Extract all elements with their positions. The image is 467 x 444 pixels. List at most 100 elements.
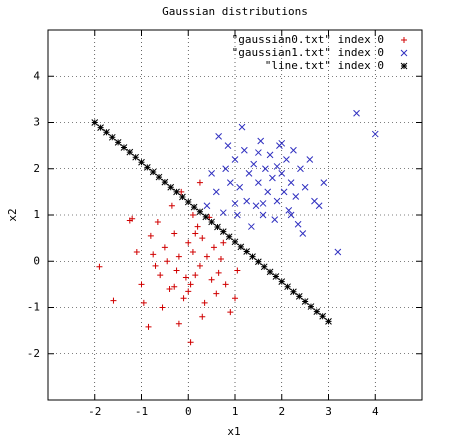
point <box>269 174 276 182</box>
point <box>231 156 239 163</box>
point <box>96 263 103 270</box>
point <box>208 170 215 177</box>
point <box>278 139 286 147</box>
point <box>255 149 262 156</box>
point <box>285 207 293 214</box>
point <box>266 268 274 276</box>
x-tick-label: 1 <box>232 405 239 418</box>
point <box>219 209 227 217</box>
point <box>248 223 255 230</box>
point <box>161 178 169 186</box>
point <box>259 211 267 219</box>
point <box>91 119 99 126</box>
point <box>227 309 234 316</box>
point <box>152 262 159 269</box>
point <box>103 128 110 136</box>
point <box>167 183 175 191</box>
point <box>175 320 182 327</box>
point <box>159 304 166 311</box>
point <box>252 202 260 210</box>
point <box>208 218 215 226</box>
y-tick-label: 0 <box>33 254 40 267</box>
point <box>213 290 220 297</box>
point <box>126 148 134 156</box>
point <box>290 146 297 154</box>
legend-label: "gaussian0.txt" index 0 <box>232 33 384 46</box>
point <box>138 158 145 166</box>
point <box>280 188 288 196</box>
point <box>301 298 309 305</box>
point <box>353 109 360 117</box>
point <box>240 146 248 154</box>
x-tick-label: 2 <box>278 405 285 418</box>
point <box>292 193 300 200</box>
point <box>203 253 210 260</box>
point <box>187 281 194 288</box>
point <box>283 156 290 163</box>
point <box>110 297 117 304</box>
point <box>175 253 182 260</box>
point <box>108 133 116 141</box>
point <box>187 339 194 346</box>
point <box>257 137 265 145</box>
point <box>199 235 206 242</box>
legend-marker <box>401 37 407 43</box>
point <box>147 232 154 239</box>
point <box>189 249 196 255</box>
point <box>157 272 164 279</box>
point <box>208 276 215 283</box>
point <box>182 274 189 281</box>
point <box>307 303 315 310</box>
x-axis-label: x1 <box>227 425 240 438</box>
y-tick-label: -2 <box>27 347 40 360</box>
point <box>224 142 232 149</box>
point <box>287 179 295 186</box>
point <box>262 165 269 173</box>
x-tick-label: 3 <box>325 405 332 418</box>
point <box>145 323 152 330</box>
point <box>194 223 201 230</box>
point <box>294 220 302 228</box>
point <box>215 133 222 140</box>
point <box>371 130 379 138</box>
point <box>259 200 267 207</box>
point <box>149 168 157 176</box>
x-tick-label: 4 <box>372 405 379 418</box>
point <box>140 299 147 306</box>
point <box>171 230 178 237</box>
point <box>171 283 178 290</box>
point <box>166 286 173 292</box>
point <box>185 239 192 246</box>
point <box>231 200 239 207</box>
point <box>250 160 258 168</box>
point <box>278 278 286 285</box>
point <box>255 258 262 266</box>
y-tick-label: 4 <box>33 69 40 82</box>
point <box>212 188 220 196</box>
legend-marker <box>400 49 408 57</box>
point <box>196 208 204 216</box>
point <box>249 253 256 260</box>
point <box>179 193 186 201</box>
point <box>214 223 221 231</box>
point <box>173 267 180 274</box>
point <box>226 179 234 186</box>
point <box>132 153 140 161</box>
point <box>173 188 180 196</box>
y-axis-label: x2 <box>6 208 19 221</box>
point <box>232 295 238 302</box>
point <box>133 249 140 255</box>
legend-label: "gaussian1.txt" index 0 <box>232 46 384 59</box>
point <box>97 124 104 131</box>
point <box>189 212 196 218</box>
point <box>114 139 122 146</box>
point <box>201 299 208 306</box>
legend-marker <box>400 62 408 70</box>
point <box>325 318 332 325</box>
point <box>319 312 327 320</box>
point <box>273 163 281 170</box>
point <box>297 165 304 173</box>
point <box>299 230 307 237</box>
point <box>260 263 268 271</box>
point <box>271 216 279 223</box>
